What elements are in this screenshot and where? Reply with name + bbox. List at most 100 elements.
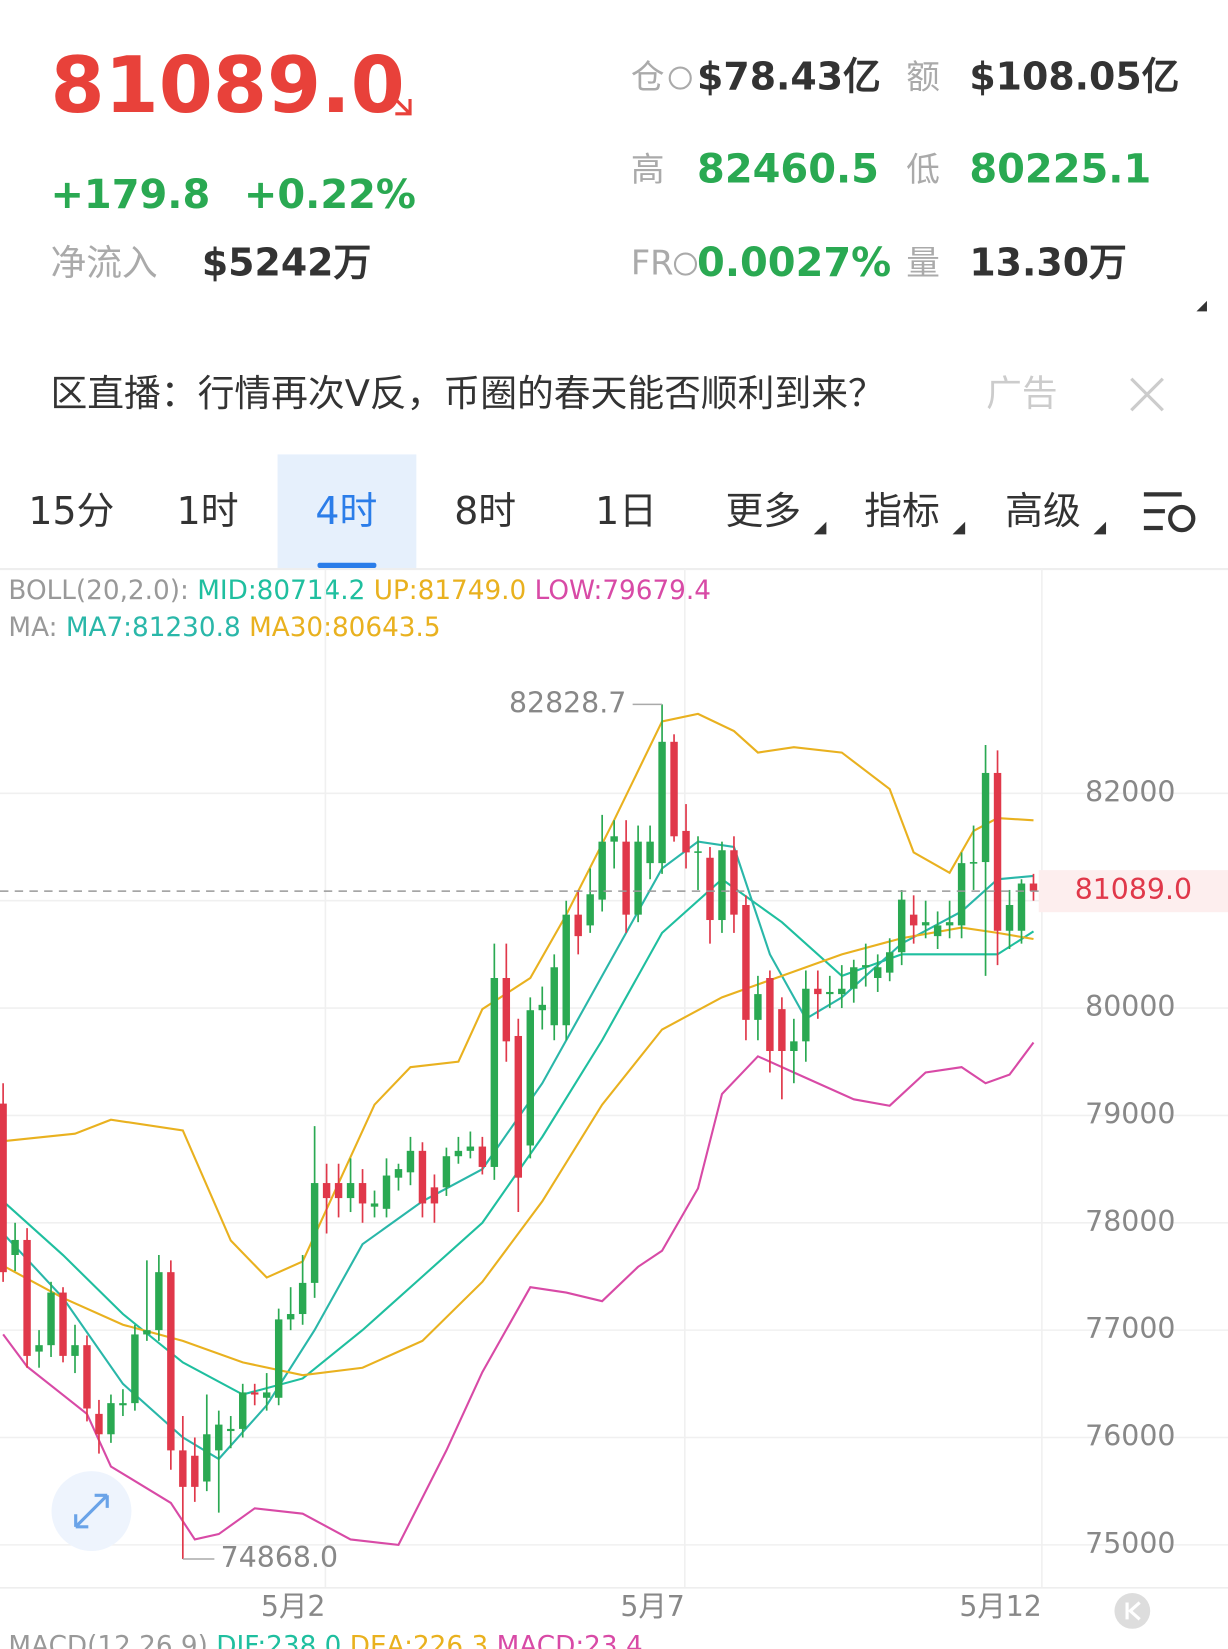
candle-body bbox=[418, 1150, 427, 1204]
tab[interactable]: 1时 bbox=[177, 489, 239, 533]
legend-entry: MID:80714.2 bbox=[197, 576, 365, 606]
close-ad[interactable] bbox=[1130, 377, 1164, 412]
candle-body bbox=[562, 914, 570, 1026]
candle-body bbox=[993, 772, 1002, 931]
tab[interactable]: 更多 bbox=[725, 489, 801, 533]
candle-body bbox=[945, 922, 954, 926]
boll-legend: BOLL(20,2.0): MID:80714.2 UP:81749.0 LOW:79… bbox=[8, 576, 711, 606]
candle-body bbox=[526, 1010, 534, 1146]
candle-body bbox=[478, 1146, 487, 1167]
candle-body bbox=[47, 1292, 55, 1346]
candle-body bbox=[262, 1392, 271, 1398]
candle-body bbox=[143, 1330, 151, 1335]
indicator-line bbox=[3, 712, 1034, 1279]
legend-entry: LOW:79679.4 bbox=[535, 576, 711, 606]
candle-body bbox=[1005, 904, 1014, 931]
extreme-label: 82828.7 bbox=[509, 686, 626, 719]
tab[interactable]: 高级 bbox=[1005, 489, 1081, 533]
expand-corner[interactable] bbox=[1196, 300, 1207, 312]
candle-body bbox=[826, 991, 834, 995]
candle-body bbox=[730, 850, 738, 915]
candle-body bbox=[95, 1413, 103, 1435]
candle-body bbox=[706, 857, 714, 921]
candle-body bbox=[346, 1183, 355, 1199]
ad-tag: 广告 bbox=[986, 374, 1057, 415]
settings-icon[interactable] bbox=[1143, 492, 1196, 533]
candle-body bbox=[466, 1146, 475, 1151]
y-tick-label: 77000 bbox=[1085, 1312, 1175, 1345]
candle-body bbox=[298, 1282, 307, 1315]
macd-part: DIF:238.0 bbox=[216, 1631, 341, 1649]
candle-body bbox=[550, 967, 558, 1026]
candle-body bbox=[670, 741, 678, 837]
candle-body bbox=[167, 1272, 175, 1451]
legend-entry: UP:81749.0 bbox=[374, 576, 527, 606]
plot: 7500076000770007800079000800008100082000… bbox=[0, 569, 1228, 1623]
candle-body bbox=[274, 1319, 283, 1398]
legend-prefix: BOLL(20,2.0): bbox=[8, 576, 188, 606]
candle-body bbox=[969, 862, 978, 864]
legend-prefix: MA: bbox=[8, 612, 57, 642]
legend-entry: MA30:80643.5 bbox=[249, 612, 441, 642]
candle-body bbox=[1017, 883, 1026, 931]
candle-body bbox=[0, 1103, 7, 1273]
y-tick-label: 78000 bbox=[1085, 1205, 1175, 1238]
tab[interactable]: 15分 bbox=[28, 489, 114, 533]
stat-label: FR bbox=[631, 244, 674, 283]
candle-body bbox=[598, 841, 606, 900]
candle-body bbox=[862, 965, 870, 968]
stat-label: 量 bbox=[906, 244, 940, 283]
stat-label: 高 bbox=[631, 150, 665, 189]
candle-body bbox=[239, 1392, 247, 1429]
fullscreen-icon bbox=[74, 1493, 109, 1529]
last-price-box bbox=[1038, 870, 1228, 913]
candle-body bbox=[658, 741, 666, 864]
macd-legend: MACD(12,26,9) DIF:238.0 DEA:226.3 MACD:23.4 bbox=[8, 1631, 642, 1649]
candle-body bbox=[406, 1150, 415, 1173]
info-icon[interactable] bbox=[668, 66, 692, 90]
stat-value: 0.0027% bbox=[697, 240, 891, 286]
stat-value: 82460.5 bbox=[697, 147, 879, 193]
x-tick-label: 5月7 bbox=[620, 1590, 684, 1623]
candle-body bbox=[454, 1150, 463, 1157]
candle-body bbox=[215, 1424, 223, 1451]
stat-value: $108.05亿 bbox=[969, 55, 1179, 99]
stat-label: 额 bbox=[906, 58, 940, 97]
y-tick-label: 82000 bbox=[1085, 775, 1175, 808]
candle-body bbox=[766, 978, 774, 1052]
macd-part: DEA:226.3 bbox=[350, 1631, 488, 1649]
info-icon[interactable] bbox=[673, 252, 698, 276]
y-tick-label: 76000 bbox=[1085, 1419, 1175, 1452]
candle-body bbox=[227, 1428, 235, 1432]
tab[interactable]: 1日 bbox=[595, 489, 657, 533]
candle-body bbox=[574, 914, 582, 937]
candle-body bbox=[586, 894, 594, 926]
candle-body bbox=[191, 1455, 199, 1487]
tab-underline bbox=[317, 562, 377, 568]
change-pct: +0.22% bbox=[244, 172, 416, 218]
inflow-label: 净流入 bbox=[50, 243, 157, 284]
candle-body bbox=[838, 988, 846, 995]
candle-body bbox=[921, 922, 930, 926]
ad-text[interactable]: 区直播：行情再次V反，币圈的春天能否顺利到来？ bbox=[50, 372, 884, 415]
indicator-line bbox=[2, 840, 1034, 1461]
stat-value: 13.30万 bbox=[969, 241, 1126, 285]
candle-body bbox=[203, 1434, 211, 1482]
candle-body bbox=[502, 978, 511, 1042]
stat-value: $78.43亿 bbox=[697, 55, 881, 99]
ma-legend: MA: MA7:81230.8 MA30:80643.5 bbox=[8, 612, 440, 642]
stat-label: 低 bbox=[906, 150, 940, 189]
candle-body bbox=[742, 904, 750, 1020]
candle-body bbox=[885, 952, 894, 973]
extreme-label: 74868.0 bbox=[221, 1541, 338, 1574]
tab[interactable]: 指标 bbox=[864, 489, 940, 533]
tab[interactable]: 8时 bbox=[454, 489, 516, 533]
tab[interactable]: 4时 bbox=[315, 489, 377, 533]
candle-body bbox=[251, 1392, 259, 1395]
inflow-value: $5242万 bbox=[202, 241, 371, 285]
candle-body bbox=[778, 1009, 786, 1052]
candle-body bbox=[682, 830, 690, 853]
candle-body bbox=[718, 850, 726, 921]
